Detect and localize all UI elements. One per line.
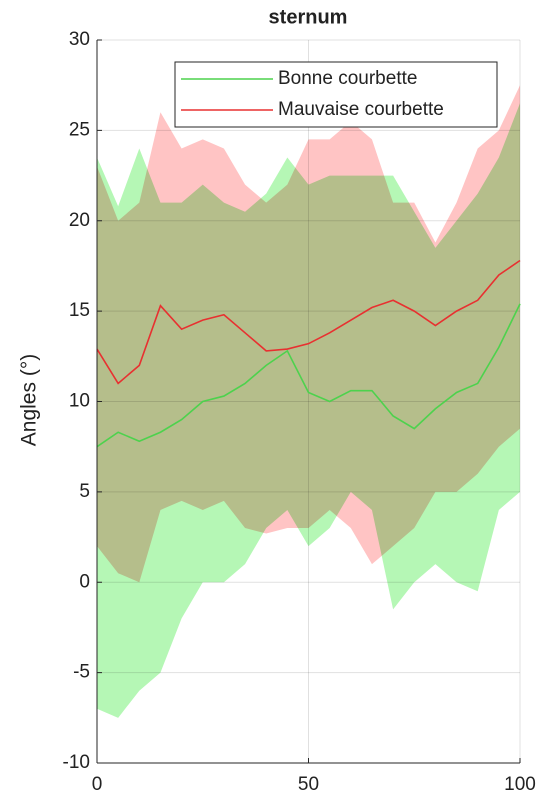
y-tick-label: 5 <box>79 481 90 502</box>
line <box>96 303 521 448</box>
y-tick-label: -5 <box>73 662 90 683</box>
y-tick-label: 25 <box>69 119 90 140</box>
y-tick-label: 20 <box>69 210 90 231</box>
y-tick-label: 0 <box>79 571 90 592</box>
y-tick-label: -10 <box>63 752 90 773</box>
legend-label: Bonne courbette <box>278 68 417 89</box>
y-axis-label: Angles (°) <box>18 354 41 446</box>
legend-label: Mauvaise courbette <box>278 99 444 120</box>
y-tick-label: 10 <box>69 391 90 412</box>
x-tick-label: 50 <box>298 774 319 795</box>
y-tick-label: 30 <box>69 29 90 50</box>
y-tick-label: 15 <box>69 300 90 321</box>
chart-title: sternum <box>269 6 348 28</box>
legend-box <box>174 61 498 128</box>
bands <box>97 85 520 718</box>
line <box>96 259 521 385</box>
band <box>97 85 520 583</box>
x-tick-label: 0 <box>92 774 103 795</box>
x-tick-label: 100 <box>504 774 536 795</box>
